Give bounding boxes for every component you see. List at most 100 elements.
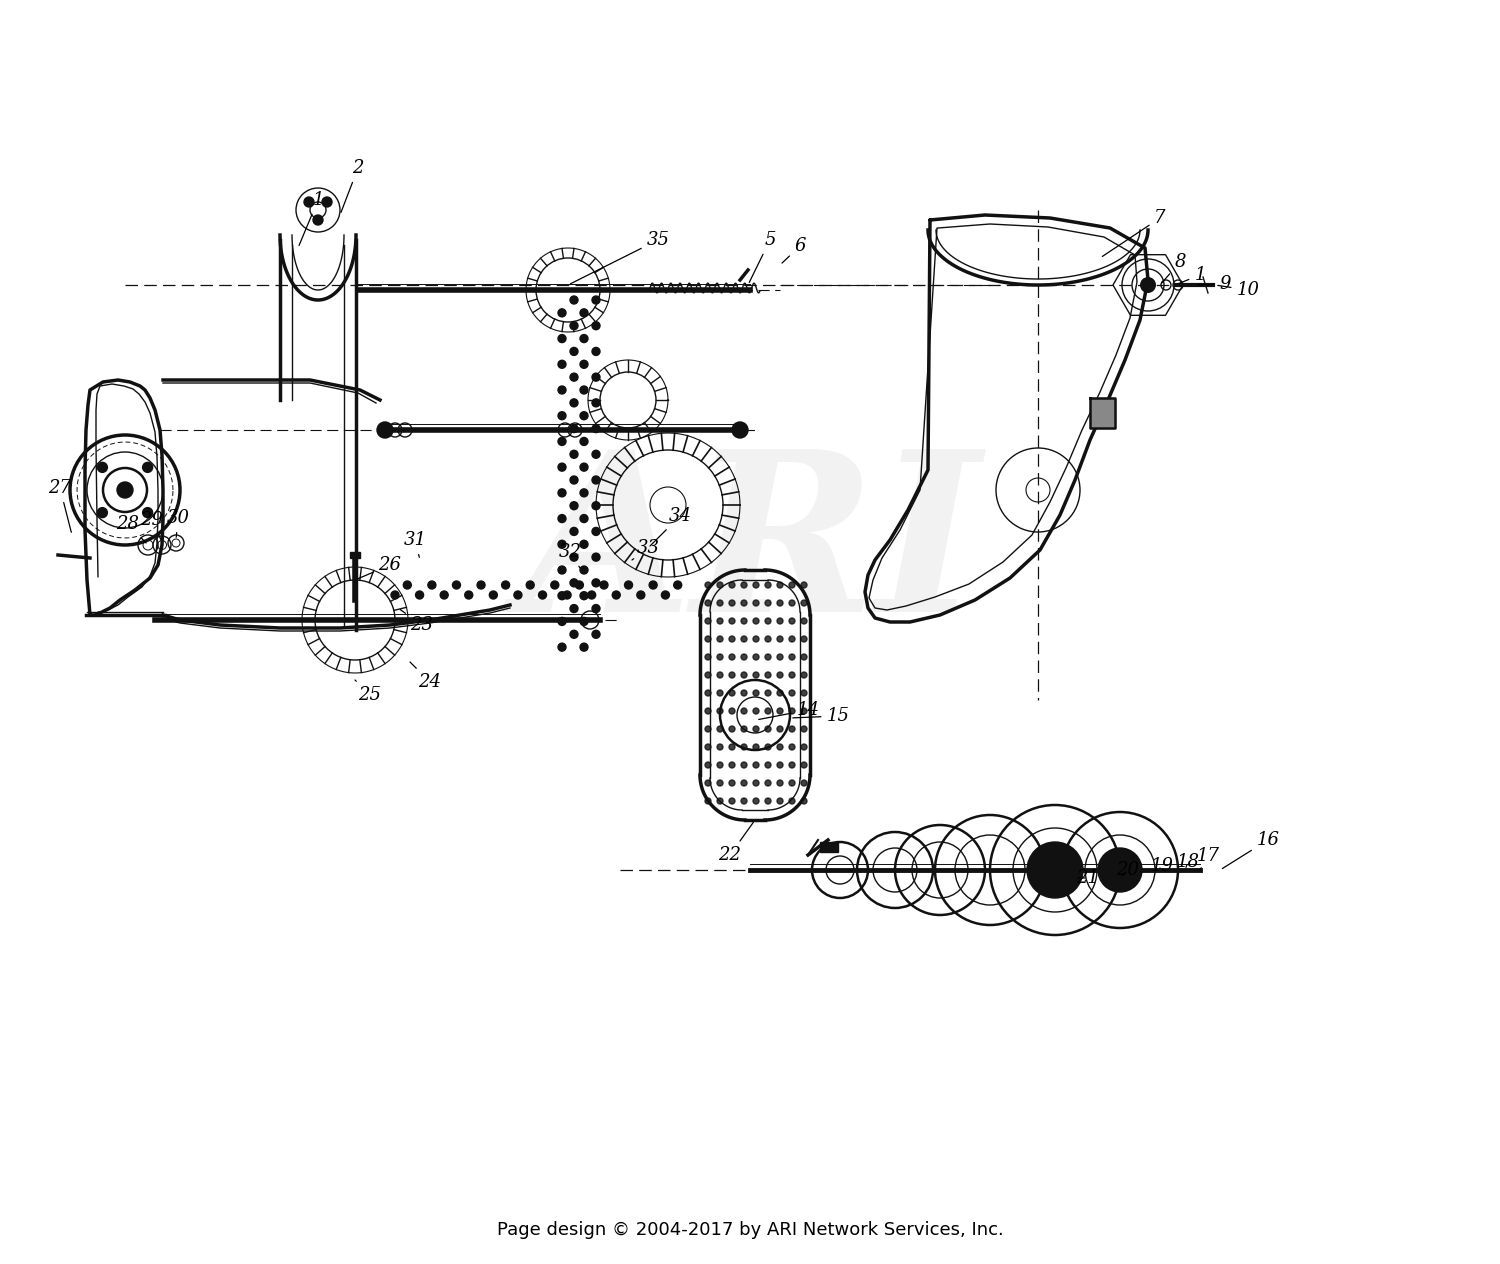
Circle shape xyxy=(538,592,546,599)
Circle shape xyxy=(98,463,108,473)
Text: 31: 31 xyxy=(404,531,426,557)
Circle shape xyxy=(741,726,747,732)
Circle shape xyxy=(801,600,807,605)
Circle shape xyxy=(304,197,313,207)
Circle shape xyxy=(729,636,735,642)
Circle shape xyxy=(558,335,566,343)
Circle shape xyxy=(142,508,153,518)
Circle shape xyxy=(705,762,711,769)
Circle shape xyxy=(705,581,711,588)
Circle shape xyxy=(765,672,771,678)
Circle shape xyxy=(580,386,588,394)
Circle shape xyxy=(801,672,807,678)
Circle shape xyxy=(558,437,566,445)
Circle shape xyxy=(592,348,600,355)
Circle shape xyxy=(580,617,588,626)
Circle shape xyxy=(592,527,600,536)
Circle shape xyxy=(717,780,723,786)
Circle shape xyxy=(753,726,759,732)
Circle shape xyxy=(570,631,578,638)
Text: 16: 16 xyxy=(1222,830,1280,868)
Circle shape xyxy=(753,618,759,624)
Circle shape xyxy=(729,798,735,804)
Circle shape xyxy=(729,690,735,696)
Circle shape xyxy=(777,672,783,678)
Circle shape xyxy=(570,296,578,305)
Circle shape xyxy=(729,618,735,624)
Circle shape xyxy=(741,762,747,769)
Circle shape xyxy=(801,618,807,624)
Circle shape xyxy=(558,489,566,497)
Circle shape xyxy=(592,425,600,432)
Circle shape xyxy=(580,308,588,317)
Circle shape xyxy=(741,600,747,605)
Text: ARI: ARI xyxy=(519,441,981,659)
Text: 2: 2 xyxy=(340,159,363,212)
Circle shape xyxy=(717,672,723,678)
Circle shape xyxy=(729,762,735,769)
Circle shape xyxy=(789,798,795,804)
Circle shape xyxy=(674,581,681,589)
Circle shape xyxy=(592,450,600,459)
Circle shape xyxy=(570,399,578,407)
Circle shape xyxy=(570,477,578,484)
Circle shape xyxy=(705,618,711,624)
Circle shape xyxy=(753,600,759,605)
Circle shape xyxy=(741,780,747,786)
Circle shape xyxy=(741,744,747,750)
Circle shape xyxy=(1028,842,1083,897)
Circle shape xyxy=(705,653,711,660)
Bar xyxy=(350,552,360,557)
Circle shape xyxy=(580,489,588,497)
Circle shape xyxy=(638,592,645,599)
Circle shape xyxy=(777,708,783,714)
Circle shape xyxy=(650,581,657,589)
Circle shape xyxy=(501,581,510,589)
Circle shape xyxy=(729,672,735,678)
Circle shape xyxy=(570,348,578,355)
Text: Page design © 2004-2017 by ARI Network Services, Inc.: Page design © 2004-2017 by ARI Network S… xyxy=(496,1221,1004,1239)
Circle shape xyxy=(570,527,578,536)
Text: 32: 32 xyxy=(558,544,582,568)
Circle shape xyxy=(580,566,588,574)
Circle shape xyxy=(705,672,711,678)
Circle shape xyxy=(801,636,807,642)
Circle shape xyxy=(765,798,771,804)
Circle shape xyxy=(753,708,759,714)
Circle shape xyxy=(416,592,423,599)
Circle shape xyxy=(576,581,584,589)
Circle shape xyxy=(142,463,153,473)
Text: 10: 10 xyxy=(1218,281,1260,300)
Circle shape xyxy=(592,322,600,330)
Circle shape xyxy=(558,540,566,549)
Circle shape xyxy=(765,726,771,732)
Circle shape xyxy=(580,643,588,651)
Text: 27: 27 xyxy=(48,479,72,532)
Circle shape xyxy=(580,335,588,343)
Circle shape xyxy=(705,780,711,786)
Circle shape xyxy=(789,762,795,769)
Circle shape xyxy=(777,618,783,624)
Circle shape xyxy=(789,744,795,750)
Circle shape xyxy=(741,618,747,624)
Text: 25: 25 xyxy=(356,680,381,704)
Circle shape xyxy=(729,600,735,605)
Circle shape xyxy=(753,780,759,786)
Circle shape xyxy=(753,744,759,750)
Circle shape xyxy=(592,631,600,638)
Circle shape xyxy=(440,592,448,599)
Text: 18: 18 xyxy=(1176,853,1200,871)
Circle shape xyxy=(1098,848,1142,892)
Circle shape xyxy=(705,798,711,804)
Circle shape xyxy=(741,798,747,804)
Circle shape xyxy=(789,672,795,678)
Circle shape xyxy=(558,463,566,471)
Circle shape xyxy=(662,592,669,599)
Circle shape xyxy=(741,672,747,678)
Circle shape xyxy=(558,617,566,626)
Circle shape xyxy=(489,592,498,599)
Text: 7: 7 xyxy=(1102,209,1166,257)
Text: 15: 15 xyxy=(794,707,849,726)
Circle shape xyxy=(558,643,566,651)
Circle shape xyxy=(404,581,411,589)
